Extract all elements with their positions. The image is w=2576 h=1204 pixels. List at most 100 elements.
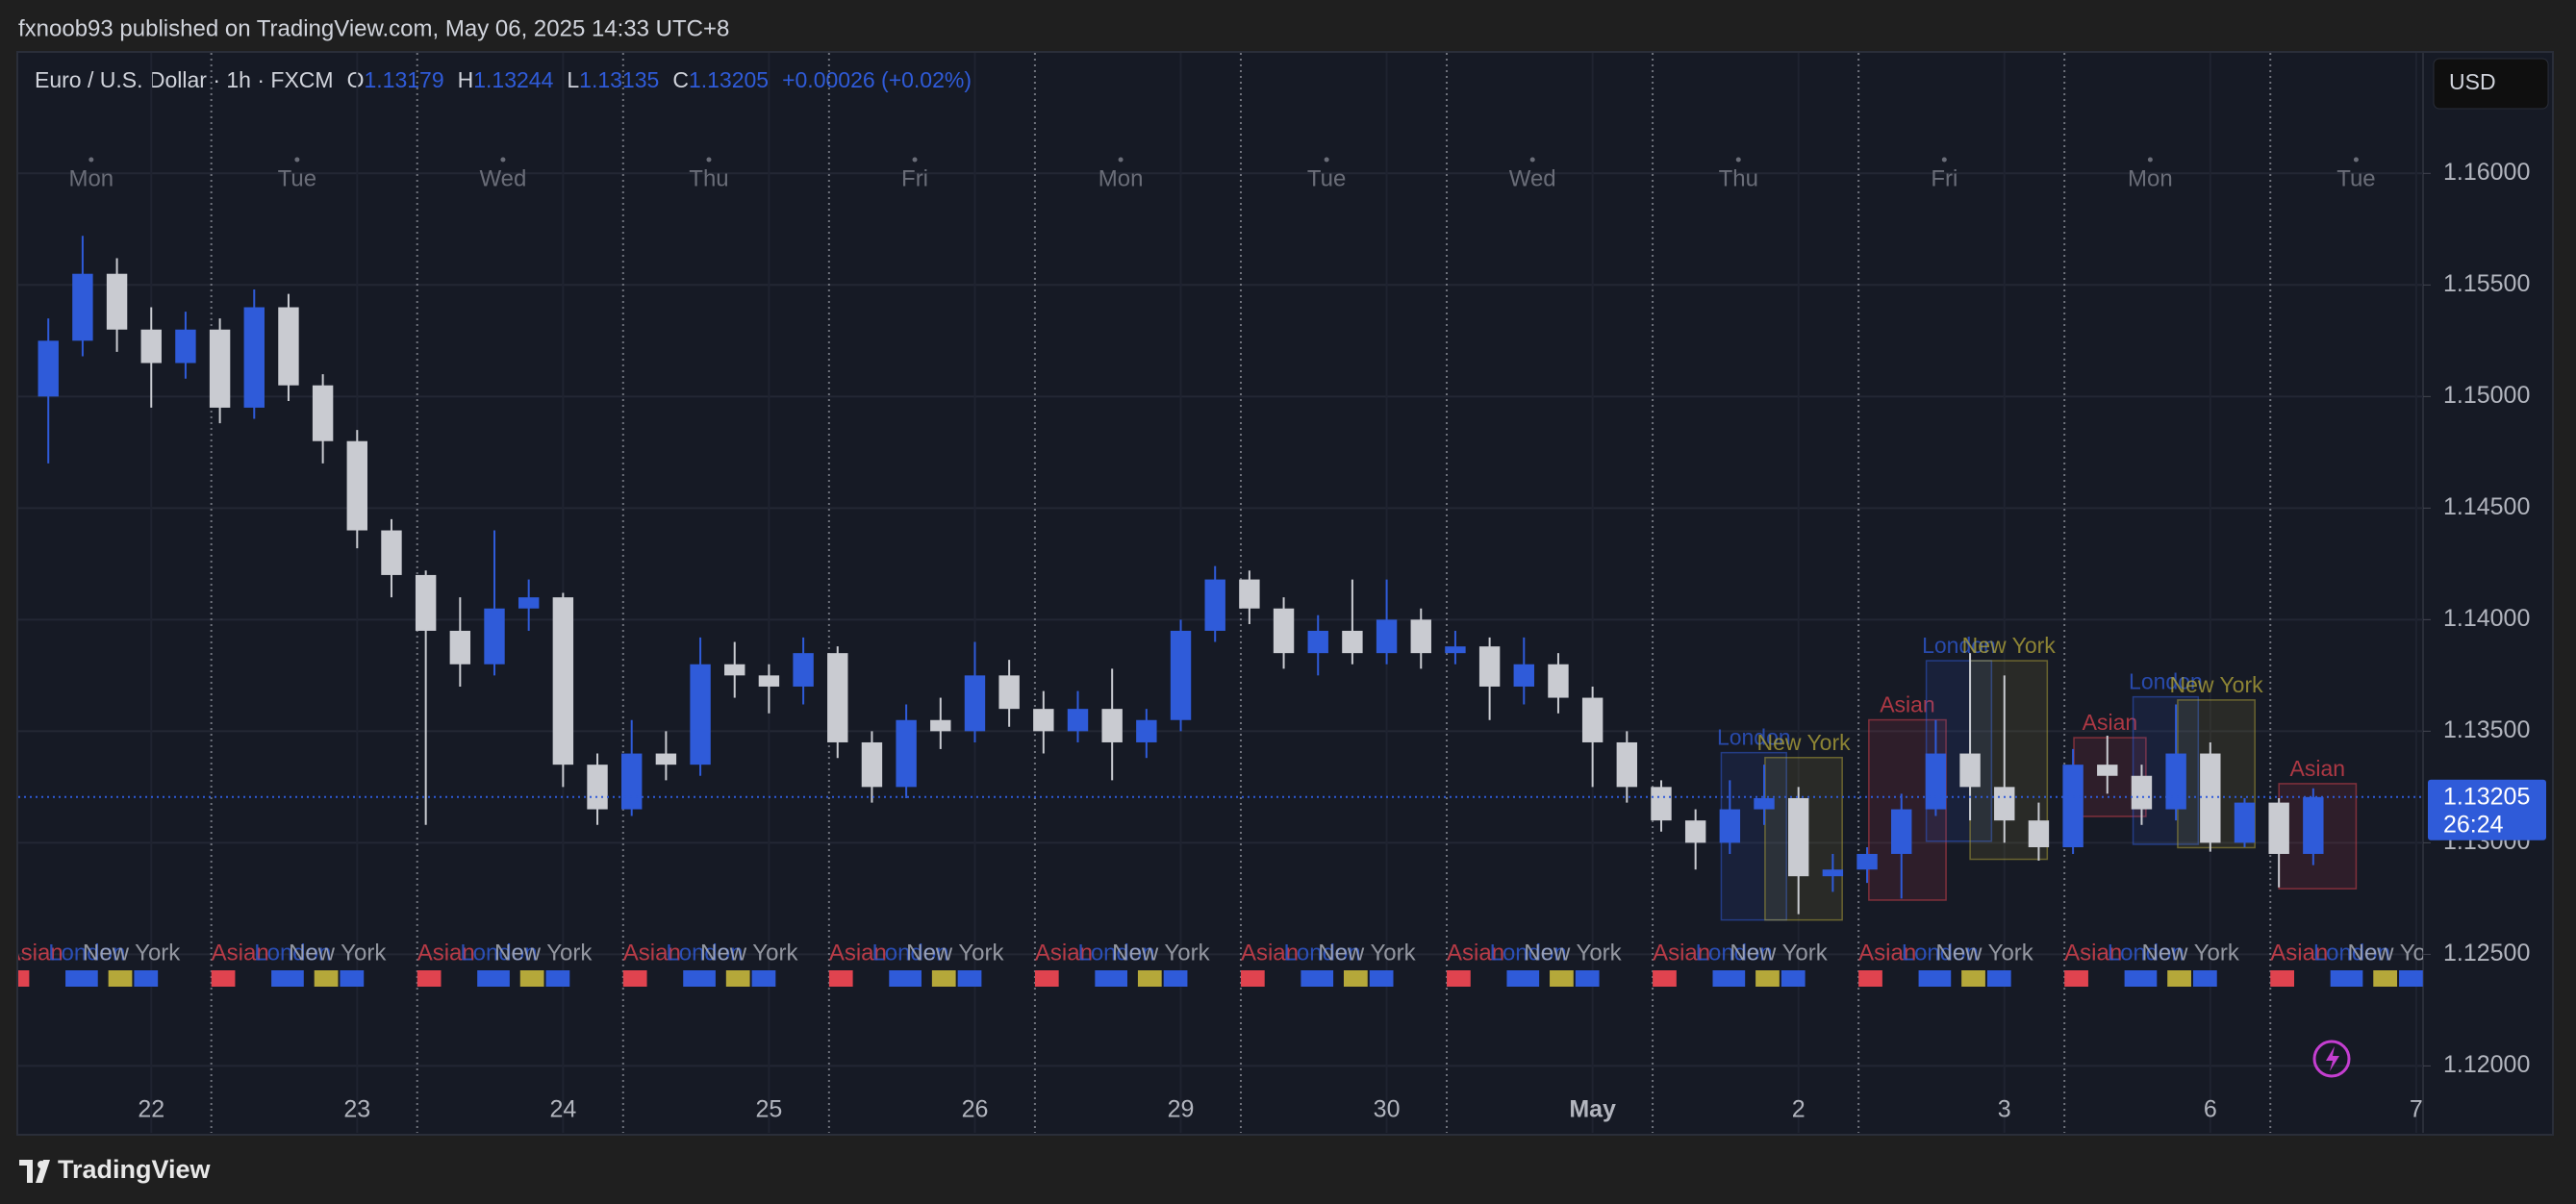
day-label: Mon <box>68 165 114 191</box>
session-strip-label: London <box>1696 940 1773 966</box>
session-block <box>2192 970 2217 987</box>
candle-body <box>1101 709 1123 742</box>
session-block <box>1961 970 1985 987</box>
currency-button[interactable] <box>2433 58 2549 110</box>
session-block <box>211 970 236 987</box>
session-strip-label: Asian <box>1447 940 1504 966</box>
day-dot <box>1735 157 1741 163</box>
y-tick-label: 1.12500 <box>2443 940 2530 966</box>
legend-item: Euro / U.S. Dollar · 1h · FXCM <box>35 67 334 92</box>
session-block <box>2373 970 2398 987</box>
legend-item: 1.13244 <box>473 67 553 92</box>
session-block <box>1918 970 1952 987</box>
session-block <box>2330 970 2363 987</box>
x-tick-label: 25 <box>756 1096 783 1123</box>
candle-body <box>724 664 745 676</box>
candle-body <box>1959 753 1981 788</box>
session-strip-label: New York <box>1318 940 1416 966</box>
session-block <box>1506 970 1540 987</box>
currency-label: USD <box>2449 69 2496 94</box>
session-strip-label: London <box>460 940 537 966</box>
alert-icon[interactable] <box>2312 1040 2351 1078</box>
legend-item: +0.00026 (+0.02%) <box>782 67 972 92</box>
session-box-label: London <box>2129 669 2203 694</box>
candle-body <box>38 340 59 397</box>
legend-item: O <box>347 67 365 92</box>
y-tick-label: 1.14000 <box>2443 605 2530 632</box>
x-tick-label: May <box>1569 1096 1616 1123</box>
candle-body <box>1478 646 1501 687</box>
session-block <box>1240 970 1265 987</box>
candle-body <box>2097 765 2118 776</box>
session-box-label: London <box>1922 633 1996 658</box>
session-strip-label: Asian <box>6 940 63 966</box>
x-tick-label: 2 <box>1792 1096 1806 1123</box>
tradingview-logo <box>19 1160 50 1183</box>
candle-body <box>930 719 951 732</box>
session-block <box>889 970 922 987</box>
session-strip-label: New York <box>2348 940 2446 966</box>
candle-body <box>72 273 93 341</box>
legend-item: 1.13205 <box>689 67 769 92</box>
candle-body <box>518 597 540 609</box>
session-box-label: Asian <box>2290 756 2346 781</box>
brand-name: TradingView <box>58 1155 212 1184</box>
session-block <box>2270 970 2294 987</box>
candle-body <box>1787 797 1809 877</box>
day-dot <box>912 157 918 163</box>
session-strip-label: Asian <box>417 940 475 966</box>
session-strip-label: London <box>2108 940 2185 966</box>
session-block <box>1343 970 1368 987</box>
day-label: Thu <box>1719 165 1758 191</box>
session-block <box>2124 970 2158 987</box>
candle-body <box>2165 753 2186 810</box>
candle-body <box>2062 765 2084 848</box>
candle-body <box>1616 741 1638 788</box>
session-block <box>519 970 544 987</box>
session-block <box>1986 970 2011 987</box>
candle-body <box>998 675 1020 710</box>
day-dot <box>2353 157 2359 163</box>
candle-body <box>312 385 334 441</box>
session-box-label: New York <box>1756 730 1851 755</box>
day-label: Tue <box>2336 165 2375 191</box>
session-strip-label: New York <box>906 940 1004 966</box>
countdown-label: 26:24 <box>2443 811 2504 838</box>
session-block <box>1780 970 1806 987</box>
candle-body <box>1376 619 1398 654</box>
x-tick-label: 24 <box>549 1096 576 1123</box>
session-box <box>1925 660 1993 842</box>
session-strip-label: London <box>254 940 331 966</box>
day-dot <box>1324 157 1329 163</box>
y-tick-label: 1.13500 <box>2443 716 2530 743</box>
candle-body <box>2131 775 2153 810</box>
candle-body <box>1856 853 1878 870</box>
candle-body <box>2234 802 2256 843</box>
session-box-label: London <box>1717 725 1791 750</box>
session-block <box>134 970 159 987</box>
candle-body <box>1891 809 1912 854</box>
legend-item: L <box>567 67 579 92</box>
day-label: Tue <box>1307 165 1346 191</box>
session-block <box>1858 970 1882 987</box>
candle-body <box>793 653 814 687</box>
current-price-label: 1.13205 <box>2443 783 2530 810</box>
candle-body <box>1307 630 1328 654</box>
candle-body <box>1822 869 1844 877</box>
session-block <box>545 970 570 987</box>
session-strip-label: New York <box>2141 940 2239 966</box>
session-block <box>1550 970 1574 987</box>
session-strip-label: New York <box>1935 940 2033 966</box>
session-strip-label: Asian <box>1858 940 1916 966</box>
day-label: Mon <box>2128 165 2173 191</box>
session-block <box>1137 970 1162 987</box>
session-block <box>1095 970 1128 987</box>
candle-body <box>415 574 437 631</box>
session-block <box>1034 970 1059 987</box>
session-block <box>751 970 776 987</box>
candle-body <box>381 530 402 575</box>
candle-body <box>621 753 643 810</box>
session-strip-label: New York <box>289 940 387 966</box>
x-tick-label: 30 <box>1374 1096 1401 1123</box>
